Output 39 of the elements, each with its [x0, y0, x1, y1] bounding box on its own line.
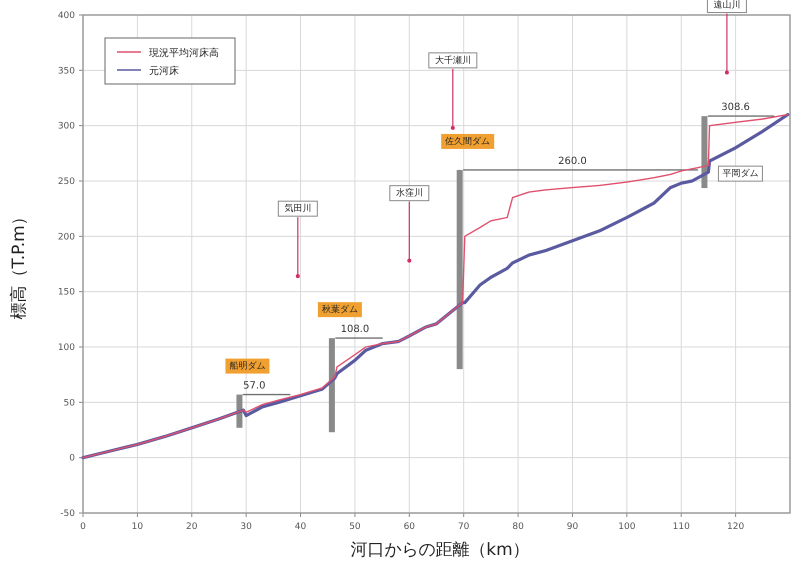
x-tick-label: 50 — [349, 522, 361, 532]
x-tick-label: 90 — [566, 522, 578, 532]
x-tick-label: 120 — [727, 522, 744, 532]
annotation: 平岡ダム — [722, 168, 758, 180]
annotation: 秋葉ダム — [322, 304, 358, 316]
annotation: 大千瀬川 — [434, 54, 471, 66]
annotation: 260.0 — [558, 156, 587, 167]
y-tick-label: 350 — [58, 66, 76, 76]
x-tick-label: 30 — [240, 522, 252, 532]
y-tick-label: 150 — [58, 288, 76, 298]
legend-label: 元河床 — [149, 65, 179, 77]
x-tick-label: 70 — [458, 522, 470, 532]
annotation: 遠山川 — [713, 0, 740, 11]
x-tick-label: 40 — [294, 522, 307, 532]
y-axis-title: 標高（T.P.m） — [9, 208, 29, 320]
annotation: 108.0 — [340, 324, 370, 336]
y-tick-label: 200 — [58, 232, 76, 242]
annotation: 57.0 — [243, 380, 266, 392]
annotation: 佐久間ダム — [445, 136, 490, 147]
y-tick-label: 0 — [69, 454, 76, 464]
y-tick-label: 400 — [58, 11, 76, 21]
annotation: 気田川 — [284, 203, 312, 214]
x-tick-label: 80 — [512, 522, 524, 532]
y-tick-label: 50 — [64, 398, 76, 408]
x-tick-label: 20 — [186, 522, 198, 532]
x-tick-label: 110 — [672, 522, 690, 532]
y-tick-label: 300 — [58, 122, 76, 132]
x-axis-title: 河口からの距離（km） — [350, 540, 530, 560]
annotation: 船明ダム — [229, 360, 266, 372]
y-tick-label: 100 — [58, 343, 76, 353]
y-tick-label: 250 — [58, 177, 76, 187]
annotation: 308.6 — [721, 102, 750, 114]
annotation: 水窪川 — [396, 188, 423, 199]
legend-label: 現況平均河床高 — [149, 47, 219, 59]
x-tick-label: 0 — [80, 522, 86, 532]
x-tick-label: 100 — [618, 522, 636, 532]
x-tick-label: 60 — [404, 522, 416, 532]
y-tick-label: -50 — [60, 509, 76, 519]
x-tick-label: 10 — [132, 522, 144, 532]
